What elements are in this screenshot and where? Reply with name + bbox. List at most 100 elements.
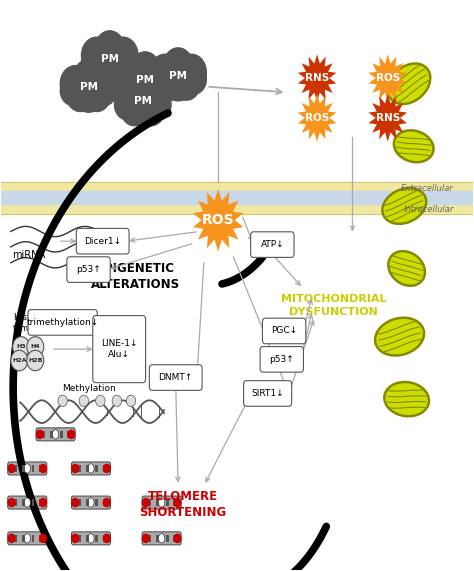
FancyBboxPatch shape [263, 318, 306, 344]
Text: Extracellular: Extracellular [401, 184, 454, 193]
FancyBboxPatch shape [148, 499, 151, 506]
Circle shape [103, 464, 110, 473]
Ellipse shape [88, 464, 94, 473]
Circle shape [68, 431, 75, 439]
Text: ROS: ROS [202, 213, 235, 227]
Text: SIRT1↓: SIRT1↓ [251, 389, 284, 398]
FancyBboxPatch shape [8, 532, 47, 545]
Circle shape [60, 76, 85, 106]
Circle shape [40, 534, 46, 542]
FancyBboxPatch shape [76, 228, 129, 254]
Circle shape [173, 67, 200, 100]
FancyBboxPatch shape [166, 499, 169, 506]
FancyBboxPatch shape [72, 462, 110, 475]
FancyBboxPatch shape [60, 431, 63, 438]
Text: DNMT↑: DNMT↑ [159, 373, 193, 382]
Ellipse shape [24, 464, 30, 473]
Circle shape [40, 498, 46, 506]
Text: RNS: RNS [376, 113, 400, 123]
Text: Dicer1↓: Dicer1↓ [84, 236, 121, 246]
Circle shape [150, 54, 180, 91]
Ellipse shape [158, 498, 165, 507]
Circle shape [142, 534, 149, 542]
Text: LINE-1↓
Alu↓: LINE-1↓ Alu↓ [101, 339, 137, 359]
Circle shape [8, 498, 15, 506]
Circle shape [174, 534, 181, 542]
Text: RNS: RNS [305, 73, 329, 83]
Text: ROS: ROS [305, 113, 329, 123]
FancyBboxPatch shape [103, 465, 106, 472]
Circle shape [88, 50, 115, 83]
FancyBboxPatch shape [78, 499, 81, 506]
FancyBboxPatch shape [142, 496, 181, 509]
Ellipse shape [88, 534, 94, 543]
Text: PM: PM [136, 75, 154, 85]
Circle shape [117, 58, 147, 95]
FancyBboxPatch shape [251, 232, 294, 258]
Circle shape [96, 395, 105, 407]
FancyBboxPatch shape [32, 465, 35, 472]
FancyBboxPatch shape [78, 534, 81, 542]
FancyBboxPatch shape [260, 347, 303, 372]
Circle shape [159, 55, 197, 101]
Circle shape [112, 395, 121, 407]
Text: TELOMERE
SHORTENING: TELOMERE SHORTENING [139, 490, 227, 519]
Circle shape [124, 81, 162, 126]
Ellipse shape [383, 188, 426, 224]
FancyBboxPatch shape [244, 381, 292, 406]
FancyBboxPatch shape [86, 499, 89, 506]
Text: PM: PM [80, 82, 98, 92]
Text: ATP↓: ATP↓ [261, 240, 284, 249]
Circle shape [91, 38, 128, 84]
Text: H3: H3 [17, 344, 26, 349]
Ellipse shape [24, 498, 30, 507]
FancyBboxPatch shape [42, 431, 45, 438]
Polygon shape [368, 54, 407, 102]
Polygon shape [298, 54, 337, 102]
Circle shape [103, 498, 110, 506]
Circle shape [79, 395, 89, 407]
FancyBboxPatch shape [72, 532, 110, 545]
Ellipse shape [388, 251, 425, 286]
Circle shape [140, 71, 167, 104]
Circle shape [130, 52, 160, 87]
Ellipse shape [88, 498, 94, 507]
Text: trimethylation↓: trimethylation↓ [27, 318, 99, 327]
Text: PM: PM [134, 96, 152, 106]
Circle shape [105, 50, 132, 83]
Text: PM: PM [169, 71, 187, 81]
Circle shape [72, 464, 79, 473]
FancyBboxPatch shape [148, 534, 151, 542]
Circle shape [176, 54, 206, 91]
Circle shape [156, 67, 183, 100]
Circle shape [146, 90, 171, 119]
Text: miRNA: miRNA [12, 251, 45, 260]
FancyBboxPatch shape [103, 499, 106, 506]
FancyBboxPatch shape [22, 465, 25, 472]
Text: trimethylation↓: trimethylation↓ [13, 324, 74, 333]
Circle shape [83, 79, 110, 111]
FancyBboxPatch shape [14, 534, 17, 542]
Circle shape [8, 534, 15, 542]
FancyBboxPatch shape [50, 431, 53, 438]
Circle shape [114, 47, 138, 77]
Polygon shape [193, 189, 244, 251]
Ellipse shape [394, 130, 434, 162]
Circle shape [40, 464, 46, 473]
FancyBboxPatch shape [86, 465, 89, 472]
FancyBboxPatch shape [166, 534, 169, 542]
Circle shape [126, 59, 164, 105]
Ellipse shape [53, 430, 59, 439]
FancyBboxPatch shape [95, 499, 98, 506]
Circle shape [27, 337, 44, 357]
Circle shape [108, 37, 138, 74]
Text: p53↑: p53↑ [76, 265, 101, 274]
Circle shape [60, 66, 91, 102]
Text: H4: H4 [30, 344, 40, 349]
Circle shape [13, 337, 30, 357]
Circle shape [58, 395, 67, 407]
Circle shape [141, 80, 171, 116]
FancyBboxPatch shape [32, 499, 35, 506]
Circle shape [82, 37, 112, 74]
FancyBboxPatch shape [78, 465, 81, 472]
